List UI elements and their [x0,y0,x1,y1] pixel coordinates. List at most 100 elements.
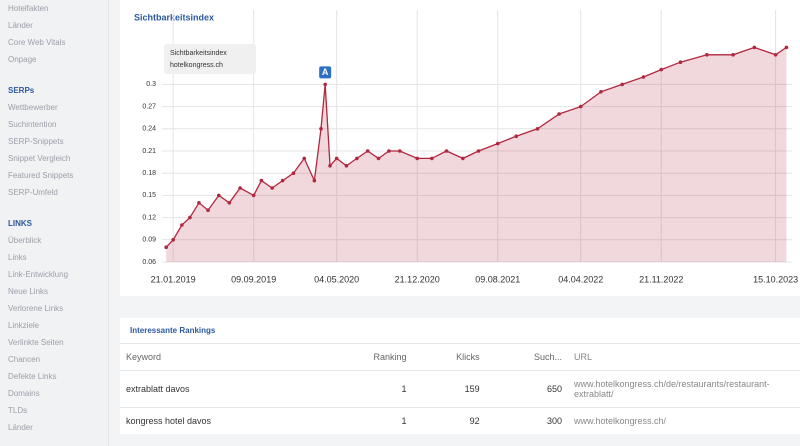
point [280,178,285,183]
point [620,82,625,87]
table-cell: 92 [412,407,486,434]
table-cell[interactable]: www.hotelkongress.ch/de/restaurants/rest… [568,370,800,408]
nav-item[interactable]: TLDs [8,406,28,415]
point [171,238,175,242]
column-header: Ranking [319,343,413,371]
nav-item[interactable]: Snippet Vergleich [8,154,71,163]
nav-item[interactable]: SERP-Snippets [8,137,64,146]
table-row: kongress hotel davos 1 92 300 www.hotelkongr… [120,407,800,434]
point [461,156,465,161]
table-title: Interessante Rankings [130,326,216,335]
point [731,53,735,57]
point [773,53,778,57]
point [557,112,561,116]
nav-item[interactable]: Linkziele [8,321,40,330]
x-tick-label: 09.08.2021 [475,274,520,284]
point [270,186,274,190]
annotation-marker [319,66,332,79]
point [659,67,664,72]
point [355,156,359,161]
x-tick-label: 04.04.2022 [558,274,603,284]
nav-item[interactable]: Wettbewerber [8,103,58,112]
point [599,90,603,94]
nav-item[interactable]: Suchintention [8,120,57,129]
table-cell[interactable]: www.hotelkongress.ch/ [568,407,800,434]
point [217,193,221,198]
section-heading: LINKS [8,219,32,228]
point [188,215,192,220]
point [227,201,232,205]
point [705,53,709,57]
point [319,127,323,131]
point [476,149,481,153]
table-cell: extrablatt davos [120,370,320,408]
nav-item[interactable]: Verlorene Links [8,304,64,313]
rankings-table: Keyword Ranking Klicks Such... URL extrablatt… [120,343,800,434]
point [197,201,201,205]
point [387,149,391,153]
table: Interessante Rankings Keyword Ranking Klick… [120,318,800,434]
x-tick-label: 21.11.2022 [639,274,683,284]
nav-item[interactable]: Länder [8,423,33,432]
point [302,156,307,161]
point [535,127,540,131]
nav-item[interactable]: SERP-Umfeld [8,188,58,197]
nav-item[interactable]: Hotelfakten [8,4,49,13]
x-tick-label: 04.05.2020 [314,274,359,284]
table-cell: kongress hotel davos [120,407,320,434]
point [291,171,296,175]
y-tick-label: 0.24 [142,126,156,133]
point [444,149,449,153]
point [328,164,332,168]
nav-item[interactable]: Überblick [8,236,42,245]
y-tick-label: 0.21 [142,148,156,155]
point [323,82,327,87]
table-cell: 300 [485,407,568,434]
column-header: Klicks [412,343,486,371]
nav-item[interactable]: Onpage [8,55,37,64]
nav-item[interactable]: Chancen [8,355,41,364]
nav-item[interactable]: Neue Links [8,287,49,296]
point [312,178,317,183]
point [344,164,349,168]
legend-title: Sichtbarkeitsindex [170,50,227,57]
nav-item[interactable]: Domains [8,389,40,398]
x-tick-label: 15.10.2023 [753,274,798,284]
y-tick-label: 0.09 [142,237,156,244]
nav-item[interactable]: Defekte Links [8,372,57,381]
area [166,47,787,263]
x-tick-label: 21.01.2019 [151,274,196,284]
nav-item[interactable]: Core Web Vitals [8,38,66,47]
x-tick-label: 09.09.2019 [231,274,276,284]
nav-item[interactable]: Verlinkte Seiten [8,338,64,347]
legend-entry: hotelkongress.ch [170,62,223,69]
nav-item[interactable]: Länder [8,21,33,30]
y-tick-label: 0.27 [142,103,156,110]
main: Sichtbarkeitsindex 0.06 0.09 0.12 0.15 0.18 0… [112,0,800,446]
point [251,193,256,198]
y-tick-label: 0.15 [142,192,156,199]
x-tick-label: 21.12.2020 [395,274,440,284]
chart: Sichtbarkeitsindex 0.06 0.09 0.12 0.15 0.18 0… [120,0,800,296]
table-cell: 650 [485,370,568,408]
header-row: Keyword Ranking Klicks Such... URL [120,343,800,371]
point [365,149,370,153]
point [495,141,500,146]
nav-item[interactable]: Featured Snippets [8,171,74,180]
point [415,156,420,161]
point [259,178,264,183]
table-cell: 1 [319,370,413,408]
legend-box [164,44,256,74]
y-tick-label: 0.12 [142,214,156,221]
point [752,45,757,50]
point [397,149,402,153]
y-tick-label: 0.06 [142,259,156,266]
nav-item[interactable]: Link-Entwicklung [8,270,69,279]
point [238,186,242,190]
table-row: extrablatt davos 1 159 650 www.hotelkongress… [120,370,800,408]
column-header: Such... [485,343,568,371]
nav-item[interactable]: Links [8,253,27,262]
point [376,156,381,161]
point [430,156,434,161]
